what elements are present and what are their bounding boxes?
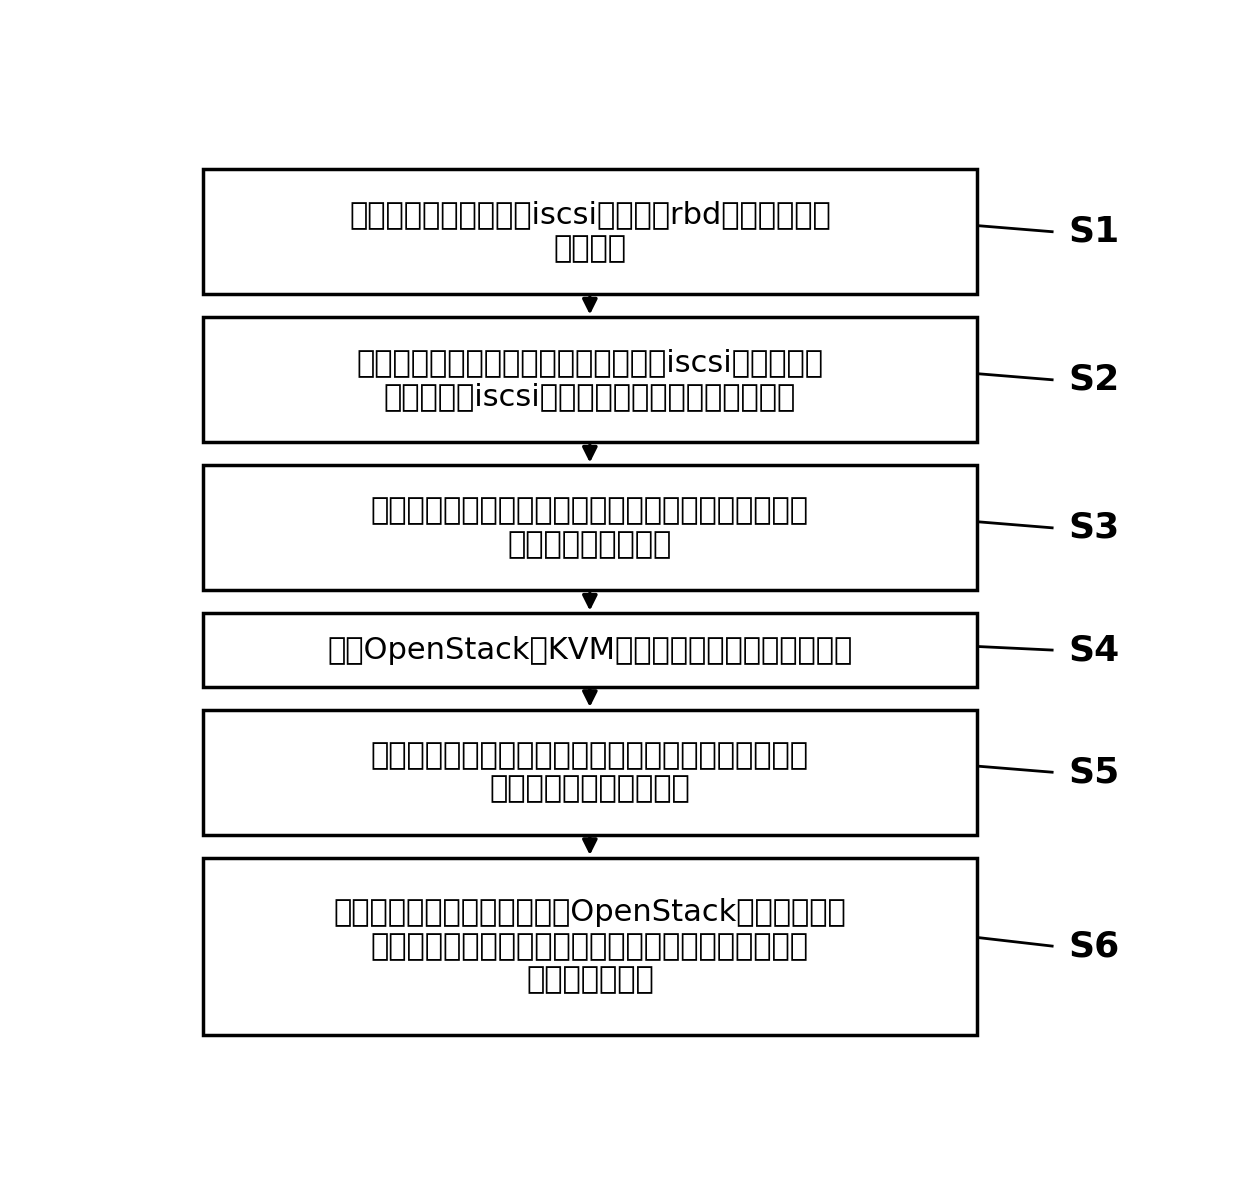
Text: S3: S3 [1068, 511, 1120, 545]
Text: 备份服务器根据扫描出来的物理存储，创建虚拟化条带
，用于保存备份数据: 备份服务器根据扫描出来的物理存储，创建虚拟化条带 ，用于保存备份数据 [371, 497, 808, 560]
Text: 登陆备份服务器，备份服务器自动扫描iscsi存储；分布
式存储经过iscsi转换后，被备份服务器识别利用: 登陆备份服务器，备份服务器自动扫描iscsi存储；分布 式存储经过iscsi转换… [356, 349, 823, 412]
Text: S2: S2 [1068, 363, 1120, 396]
Bar [203, 614, 977, 687]
Text: S1: S1 [1068, 215, 1120, 248]
Bar [203, 465, 977, 590]
Text: 当某一虚拟机崩溃时，则选择OpenStack平台虚拟机重
建功能，重建故障虚拟机，从备份服务器中还原重建虚
拟机的数据信息: 当某一虚拟机崩溃时，则选择OpenStack平台虚拟机重 建功能，重建故障虚拟机… [334, 898, 846, 995]
Text: S4: S4 [1068, 633, 1120, 667]
Bar [203, 317, 977, 442]
Bar [203, 710, 977, 835]
Text: 配置OpenStack中KVM虚拟机的信息，设置备份策略: 配置OpenStack中KVM虚拟机的信息，设置备份策略 [327, 635, 852, 665]
Text: S5: S5 [1068, 755, 1120, 789]
Bar [203, 169, 977, 295]
Text: S6: S6 [1068, 930, 1120, 963]
Text: 根据备份策略，启动备份，将各个虚拟机内部的数据信
息备份到分布式存储器中: 根据备份策略，启动备份，将各个虚拟机内部的数据信 息备份到分布式存储器中 [371, 741, 808, 803]
Text: 配置分布式存储，通过iscsi工具转换rbd，映射到备份
服务器中: 配置分布式存储，通过iscsi工具转换rbd，映射到备份 服务器中 [348, 200, 831, 263]
Bar [203, 858, 977, 1035]
